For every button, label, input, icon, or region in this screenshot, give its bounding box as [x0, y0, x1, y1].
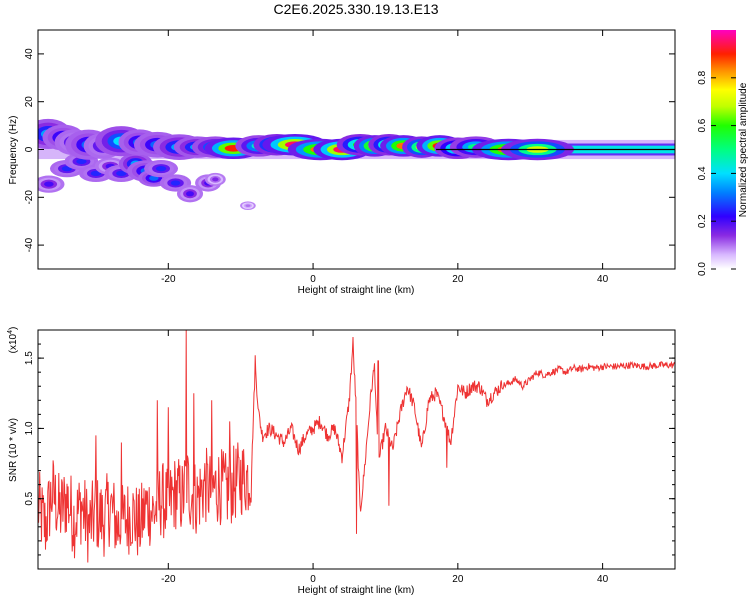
colorbar-tick-label: 0.8 — [697, 70, 708, 84]
snr-frame — [37, 329, 676, 570]
heatmap-scatter-blob — [149, 175, 159, 181]
snr-ticks: -20 0 20 40 0.5 1.0 1.5 — [24, 330, 675, 585]
snr-y-axis-label: SNR (10 * v/v) — [8, 418, 19, 482]
snr-y-multiplier-base: (x10 — [8, 333, 19, 353]
snr-x-tick-label: 20 — [452, 574, 464, 585]
spectrogram-y-tick-label: 0 — [24, 146, 35, 152]
spectrogram-y-axis-label: Frequency (Hz) — [8, 116, 19, 185]
heatmap-scatter-blob — [44, 181, 54, 187]
colorbar-tick-label: 0.0 — [697, 262, 708, 276]
colorbar-tick-label: 0.2 — [697, 214, 708, 228]
snr-x-tick-label: -20 — [161, 574, 176, 585]
colorbar: 0.0 0.2 0.4 0.6 0.8 Normalized spectral ampl… — [697, 30, 749, 276]
heatmap-scatter-blob — [212, 177, 219, 182]
spectrogram-x-tick-label: 20 — [452, 274, 464, 285]
snr-y-multiplier-exponent: 4 — [7, 330, 14, 334]
heatmap-scatter-blob — [245, 204, 251, 207]
colorbar-gradient — [711, 30, 736, 269]
colorbar-tick-label: 0.4 — [697, 166, 708, 180]
snr-y-tick-label: 1.0 — [24, 421, 35, 435]
spectrogram-y-tick-label: 20 — [24, 96, 35, 108]
spectrogram-y-tick-label: 40 — [24, 48, 35, 60]
colorbar-label: Normalized spectral amplitude — [738, 82, 749, 217]
colorbar-tick-label: 0.6 — [697, 118, 708, 132]
heatmap-scatter-blob — [90, 170, 102, 177]
spectrogram-x-tick-label: -20 — [161, 274, 176, 285]
heatmap-scatter-blob — [186, 191, 194, 197]
heatmap-scatter-blob — [155, 165, 167, 172]
colorbar-ticks: 0.0 0.2 0.4 0.6 0.8 — [697, 70, 736, 276]
spectrogram-x-tick-label: 0 — [310, 274, 316, 285]
figure-title: C2E6.2025.330.19.13.E13 — [273, 1, 438, 17]
snr-panel: -20 0 20 40 0.5 1.0 1.5 Height of straight lin… — [7, 327, 676, 596]
heatmap-scatter-blob — [76, 158, 87, 165]
spectrogram-y-tick-label: -20 — [24, 190, 35, 205]
snr-series-line — [38, 330, 675, 563]
spectrogram-x-axis-label: Height of straight line (km) — [298, 285, 415, 296]
snr-x-tick-label: 40 — [597, 574, 609, 585]
svg-text:(x104): (x104) — [7, 327, 19, 354]
snr-y-multiplier: (x104) — [7, 327, 19, 354]
spectrogram-ticks: -20 0 20 40 -40 -20 0 20 40 — [24, 30, 675, 285]
spectrogram-y-tick-label: -40 — [24, 237, 35, 252]
spectrogram-x-tick-label: 40 — [597, 274, 609, 285]
snr-x-tick-label: 0 — [310, 574, 316, 585]
snr-x-axis-label: Height of straight line (km) — [298, 585, 415, 596]
heatmap-scatter-blob — [116, 170, 127, 177]
snr-y-tick-label: 0.5 — [24, 491, 35, 505]
heatmap-scatter-blob — [170, 180, 181, 186]
snr-y-tick-label: 1.5 — [24, 351, 35, 365]
spectrogram-panel: -20 0 20 40 -40 -20 0 20 40 Height of straight l… — [8, 29, 676, 296]
